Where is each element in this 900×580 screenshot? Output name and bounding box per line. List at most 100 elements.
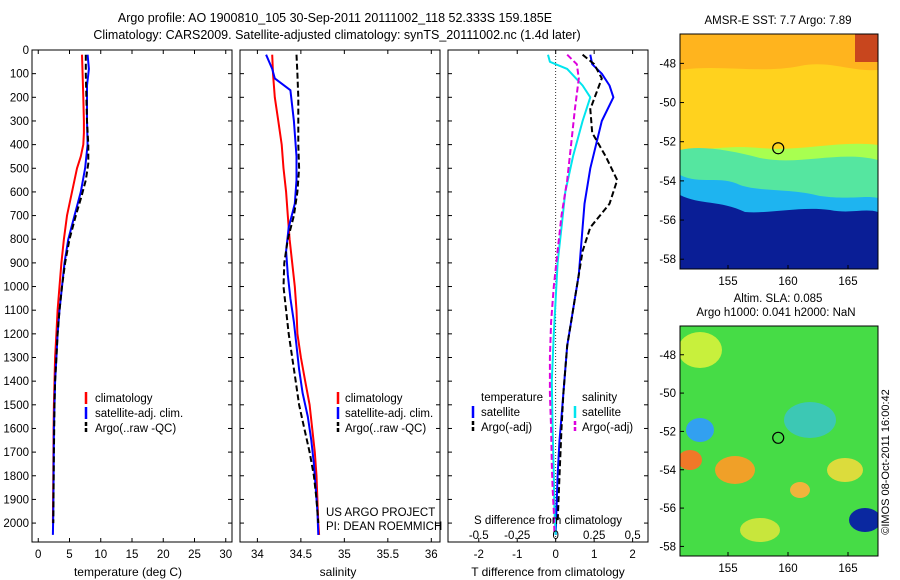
map-y-tick-label: -58 [659,254,676,266]
legend-label-climatology: climatology [95,393,153,405]
float-location-marker [772,431,785,444]
figure-title-line2: Climatology: CARS2009. Satellite-adjuste… [93,28,580,42]
y-tick-label: 100 [10,69,29,81]
map-y-tick-label: -50 [659,98,676,110]
legend-label-temp-argo: Argo(-adj) [481,422,532,434]
map-y-tick-label: -52 [659,426,676,438]
x-tick-label: 0 [552,549,558,561]
sst-orange-zone [680,34,878,71]
difference-panel: -2 -1 0 1 2 -0.5 -0.25 0 0.25 0.5 S difference fr… [447,49,649,579]
series-line-temperature-satellite [554,54,615,535]
project-label: US ARGO PROJECT [326,507,435,519]
y-tick-label: 1600 [3,423,29,435]
temperature-legend: climatology satellite-adj. clim. Argo(..… [84,392,183,435]
map-y-tick-label: -54 [659,176,676,188]
y-tick-label: 1100 [4,305,29,317]
sst-map-frame [679,33,879,270]
salinity-axes-frame [239,49,441,543]
y-tick-label: 300 [10,116,29,128]
x-tick-label: 36 [425,549,438,561]
sla-dark-eddy [849,508,878,532]
map-x-tick-label: 155 [718,276,737,288]
sla-yellow-patch-3 [740,518,780,542]
sla-red-eddy [680,450,702,470]
y-tick-label: 1200 [3,329,29,341]
series-line-argo-raw-qc [52,54,90,524]
copyright-label: ©IMOS 08-Oct-2011 16:00:42 [880,389,892,534]
map-x-tick-label: 160 [778,563,797,575]
sla-blue-eddy [686,418,714,442]
map-x-tick-label: 160 [778,276,797,288]
x-tick-label: 10 [94,549,107,561]
salinity-x-axis-label: salinity [320,565,357,579]
legend-header-temperature: temperature [481,392,543,404]
map-x-tick-label: 165 [838,276,857,288]
figure-title-line1: Argo profile: AO 1900810_105 30-Sep-2011… [118,11,552,25]
map-y-tick-label: -54 [659,465,676,477]
legend-label-sal-argo: Argo(-adj) [582,422,633,434]
y-tick-label: 1000 [3,282,29,294]
s-difference-axis-label: S difference from climatology [474,515,622,527]
x-tick-label: 25 [188,549,201,561]
series-line-satellite-adj-clim [265,54,320,535]
x2-tick-label: 0.25 [583,530,605,542]
sla-teal-eddy [784,402,836,438]
float-location-marker [772,142,785,155]
map-y-tick-label: -58 [659,541,676,553]
y-tick-label: 800 [10,234,29,246]
map-x-tick-label: 165 [838,563,857,575]
sla-map-panel: Altim. SLA: 0.085 Argo h1000: 0.041 h200… [659,293,879,575]
y-tick-label: 1900 [3,494,29,506]
sla-orange-eddy [715,456,755,484]
x-tick-label: -2 [474,549,484,561]
x-tick-label: 5 [66,549,72,561]
legend-label-satellite: satellite-adj. clim. [95,408,183,420]
y-tick-label: 1400 [3,376,29,388]
legend-label-sal-satellite: satellite [582,407,621,419]
salinity-panel: 34 34.5 35 35.5 36 salinity climatology sate… [239,49,442,579]
sla-field [680,326,878,556]
y-tick-label: 900 [10,258,29,270]
legend-label-temp-satellite: satellite [481,407,520,419]
sla-yellow-patch [680,332,722,368]
series-line-temperature-argo-adj [556,53,619,524]
x2-tick-label: -0.25 [504,530,530,542]
legend-header-salinity: salinity [582,392,617,404]
y-tick-label: 2000 [3,518,29,530]
salinity-legend: climatology satellite-adj. clim. Argo(..… [336,392,433,435]
map-y-tick-label: -52 [659,137,676,149]
y-tick-label: 1500 [3,400,29,412]
y-tick-label: 200 [10,92,29,104]
legend-label-satellite: satellite-adj. clim. [345,408,433,420]
map-y-tick-label: -56 [659,503,676,515]
sst-map-title: AMSR-E SST: 7.7 Argo: 7.89 [704,15,851,27]
x-tick-label: -1 [512,549,522,561]
sla-map-title-line2: Argo h1000: 0.041 h2000: NaN [696,307,855,319]
temperature-x-axis-label: temperature (deg C) [74,565,182,579]
difference-legend: temperature salinity satellite Argo(-adj… [471,392,633,434]
temperature-panel: 0 5 10 15 20 25 300100200300400500600700800900… [3,45,233,579]
x-tick-label: 1 [591,549,597,561]
x2-tick-label: -0.5 [469,530,489,542]
sst-field [680,34,878,269]
x-tick-label: 35 [338,549,351,561]
difference-axes-frame [447,49,649,543]
series-line-climatology [51,54,85,524]
series-line-salinity-argo-adj [548,53,580,535]
x-tick-label: 2 [629,549,635,561]
sst-cold-water [680,195,878,269]
x-tick-label: 30 [219,549,232,561]
legend-label-argo: Argo(..raw -QC) [345,423,426,435]
y-tick-label: 400 [10,140,29,152]
x-tick-label: 35.5 [377,549,399,561]
map-y-tick-label: -48 [659,58,676,70]
x2-tick-label: 0 [552,530,558,542]
sst-map-panel: AMSR-E SST: 7.7 Argo: 7.89 155 160 165 -48 -… [659,15,879,288]
map-y-tick-label: -50 [659,388,676,400]
sst-warm-corner [855,34,878,62]
y-tick-label: 500 [10,163,29,175]
map-y-tick-label: -48 [659,350,676,362]
x-tick-label: 15 [126,549,139,561]
y-tick-label: 700 [10,211,29,223]
